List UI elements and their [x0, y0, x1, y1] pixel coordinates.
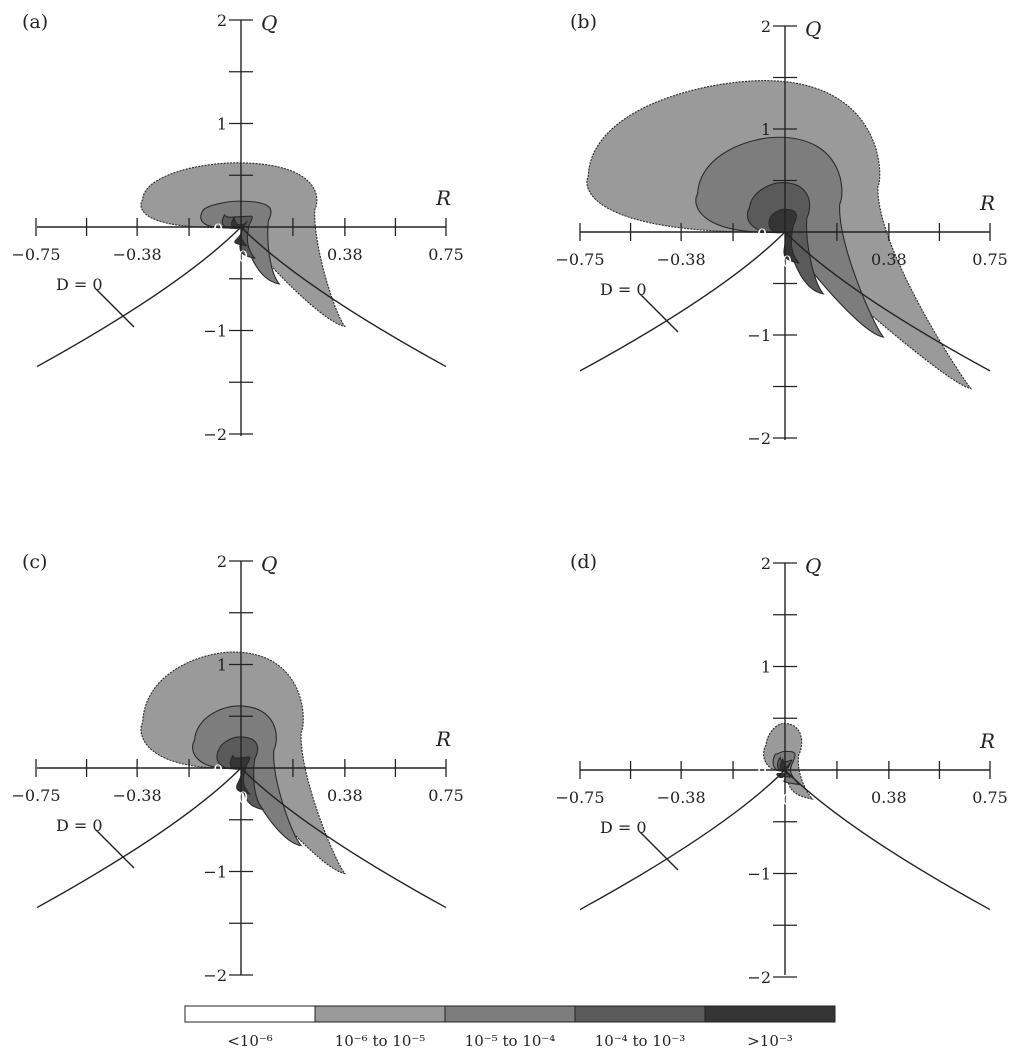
legend-label: >10⁻³ [747, 1032, 793, 1050]
q-tick-label: −1 [747, 326, 771, 345]
origin-label-left: 0 [757, 763, 767, 782]
d-zero-pointer [639, 831, 679, 871]
panel-d: D = 0 −0.75 −0.38 0.38 0.75 2 1 −1 −2 R Q 00 (d) [555, 551, 1007, 987]
r-tick-label: −0.75 [555, 250, 604, 269]
d-zero-curve [579, 231, 991, 372]
origin-label-left: 0 [757, 225, 767, 244]
q-tick-label: −2 [747, 429, 771, 448]
contour-4 [776, 757, 791, 777]
q-tick-label: 2 [217, 11, 227, 30]
r-axis-name: R [435, 727, 451, 751]
r-tick-label: −0.38 [113, 786, 162, 805]
contour-4 [768, 208, 801, 264]
legend-swatch [314, 1005, 446, 1023]
r-axis-name: R [435, 186, 451, 210]
q-axis-name: Q [805, 17, 821, 41]
q-tick-label: −2 [203, 425, 227, 444]
q-tick-label: 2 [761, 17, 771, 36]
d-zero-label: D = 0 [56, 275, 103, 294]
q-tick-label: −2 [747, 968, 771, 987]
q-tick-label: 1 [217, 656, 227, 675]
q-axis-name: Q [261, 11, 277, 35]
panel-b: D = 0 −0.75 −0.38 0.38 0.75 2 1 −1 −2 R Q 00 (b) [555, 11, 1007, 448]
r-tick-label: −0.75 [555, 788, 604, 807]
r-axis-name: R [979, 191, 995, 215]
origin-label-left: 0 [213, 761, 223, 780]
contour-3 [216, 736, 265, 811]
origin-label-bottom: 0 [782, 790, 792, 809]
q-axis-name: Q [805, 554, 821, 578]
q-tick-label: 1 [761, 120, 771, 139]
d-zero-label: D = 0 [600, 818, 647, 837]
q-tick-label: 1 [217, 115, 227, 134]
panel-label: (b) [570, 11, 597, 33]
legend-label: 10⁻⁵ to 10⁻⁴ [465, 1032, 556, 1050]
r-tick-label: 0.38 [871, 250, 907, 269]
r-tick-label: 0.38 [327, 245, 363, 264]
r-tick-label: −0.75 [11, 245, 60, 264]
panel-c: D = 0 −0.75 −0.38 0.38 0.75 2 1 −1 −2 R Q 00 (c) [11, 551, 463, 985]
q-axis-name: Q [261, 552, 277, 576]
origin-label-bottom: 0 [238, 788, 248, 807]
legend-swatch [444, 1005, 576, 1023]
contour-1 [140, 162, 347, 328]
d-zero-curve [36, 767, 447, 909]
origin-label-left: 0 [213, 220, 223, 239]
origin-label-bottom: 0 [238, 247, 248, 266]
r-tick-label: −0.38 [657, 788, 706, 807]
r-tick-label: −0.38 [657, 250, 706, 269]
legend-label: 10⁻⁴ to 10⁻³ [595, 1032, 686, 1050]
r-tick-label: 0.38 [871, 788, 907, 807]
d-zero-label: D = 0 [600, 280, 647, 299]
r-tick-label: 0.75 [972, 788, 1008, 807]
contour-3 [221, 213, 257, 259]
r-tick-label: 0.75 [972, 250, 1008, 269]
d-zero-pointer [95, 829, 135, 869]
q-tick-label: −1 [203, 863, 227, 882]
q-tick-label: 2 [217, 552, 227, 571]
panel-a: D = 0 −0.75 −0.38 0.38 0.75 2 1 −1 −2 R Q 00 (a) [11, 11, 463, 444]
contour-4 [229, 754, 251, 795]
q-tick-label: −1 [203, 322, 227, 341]
q-tick-label: −2 [203, 966, 227, 985]
q-tick-label: 2 [761, 554, 771, 573]
q-tick-label: 1 [761, 658, 771, 677]
contour-1 [586, 80, 973, 390]
legend-swatch [704, 1005, 836, 1023]
legend-swatch [184, 1005, 316, 1023]
panel-label: (a) [22, 11, 48, 33]
r-tick-label: 0.75 [428, 786, 464, 805]
contour-3 [746, 182, 825, 295]
legend-label: <10⁻⁶ [227, 1032, 273, 1050]
contour-2 [200, 200, 281, 285]
d-zero-pointer [95, 288, 135, 328]
q-tick-label: −1 [747, 865, 771, 884]
r-axis-name: R [979, 729, 995, 753]
d-zero-pointer [639, 293, 679, 333]
legend-swatch [574, 1005, 706, 1023]
panel-label: (d) [570, 551, 597, 573]
d-zero-curve [579, 769, 991, 911]
panel-label: (c) [22, 551, 47, 573]
r-tick-label: 0.38 [327, 786, 363, 805]
legend: <10⁻⁶ 10⁻⁶ to 10⁻⁵ 10⁻⁵ to 10⁻⁴ 10⁻⁴ to 10⁻… [184, 1005, 836, 1050]
r-tick-label: −0.38 [113, 245, 162, 264]
r-tick-label: 0.75 [428, 245, 464, 264]
d-zero-label: D = 0 [56, 816, 103, 835]
legend-label: 10⁻⁶ to 10⁻⁵ [335, 1032, 426, 1050]
r-tick-label: −0.75 [11, 786, 60, 805]
d-zero-curve [36, 226, 447, 368]
origin-label-bottom: 0 [782, 252, 792, 271]
